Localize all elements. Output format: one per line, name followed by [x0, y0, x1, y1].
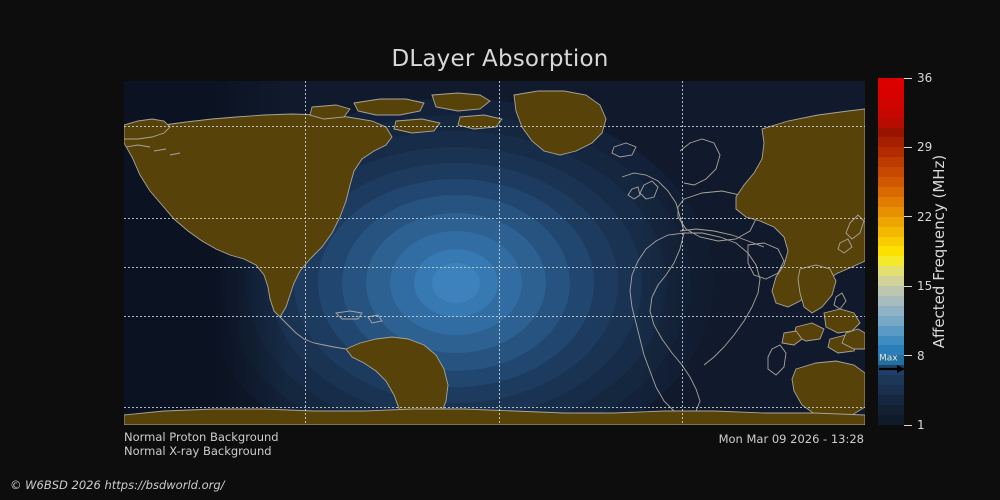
gridline-lat-0	[124, 126, 865, 127]
tick-dash	[904, 424, 912, 426]
tick-label: 1	[917, 418, 925, 432]
tick-dash	[904, 285, 912, 287]
timestamp: Mon Mar 09 2026 - 13:28	[718, 432, 864, 446]
max-marker-arrow-icon	[879, 364, 905, 373]
colorbar-step-28	[878, 137, 904, 148]
absorption-contour-10	[432, 263, 480, 303]
colorbar-step-13	[878, 286, 904, 296]
colorbar-step-15	[878, 266, 904, 277]
graticule-layer	[124, 81, 865, 425]
colorbar-step-33	[878, 87, 904, 98]
max-marker-label: Max	[879, 353, 898, 364]
gridline-lon-2	[682, 81, 683, 425]
colorbar-tick-1: 1	[904, 419, 925, 431]
colorbar-step-29	[878, 127, 904, 138]
colorbar-step-11	[878, 305, 904, 316]
tick-dash	[904, 355, 912, 357]
colorbar-step-30	[878, 117, 904, 128]
colorbar-step-16	[878, 256, 904, 267]
colorbar-step-18	[878, 236, 904, 247]
absorption-contour-layer	[124, 81, 865, 425]
tick-label: 29	[917, 140, 933, 155]
colorbar-step-10	[878, 315, 904, 326]
colorbar-tick-8: 8	[904, 350, 925, 362]
status-xray-background: Normal X-ray Background	[124, 444, 272, 458]
colorbar-step-1	[878, 404, 904, 415]
gridline-lat-1	[124, 218, 865, 219]
colorbar-tick-29: 29	[904, 141, 932, 153]
tick-dash	[904, 216, 912, 218]
colorbar-step-6	[878, 355, 904, 366]
colorbar-step-0	[878, 414, 904, 425]
colorbar-step-34	[878, 78, 904, 88]
tick-label: 36	[917, 71, 933, 85]
colorbar-tick-22: 22	[904, 211, 932, 223]
tick-dash	[904, 77, 912, 79]
colorbar-step-4	[878, 375, 904, 386]
colorbar-step-3	[878, 385, 904, 395]
colorbar-step-9	[878, 325, 904, 336]
colorbar-ticks: 1 8 15 22 29 36	[904, 72, 984, 431]
colorbar-tick-36: 36	[904, 72, 932, 84]
copyright-notice: © W6BSD 2026 https://bsdworld.org/	[10, 478, 225, 492]
colorbar-step-7	[878, 345, 904, 356]
colorbar-step-20	[878, 216, 904, 227]
gridline-lat-4	[124, 407, 865, 408]
colorbar-step-25	[878, 167, 904, 178]
colorbar[interactable]: Max	[878, 78, 905, 425]
colorbar-step-23	[878, 186, 904, 197]
gridline-lon-0	[305, 81, 306, 425]
tick-label: 15	[917, 279, 933, 294]
colorbar-gradient	[878, 78, 904, 425]
colorbar-step-31	[878, 107, 904, 118]
colorbar-step-12	[878, 295, 904, 306]
gridline-lat-3	[124, 316, 865, 317]
colorbar-step-22	[878, 196, 904, 207]
colorbar-step-32	[878, 97, 904, 108]
colorbar-axis-label: Affected Frequency (MHz)	[930, 154, 948, 349]
colorbar-step-24	[878, 177, 904, 187]
colorbar-step-19	[878, 226, 904, 237]
gridline-lon-1	[499, 81, 500, 425]
colorbar-step-26	[878, 157, 904, 168]
status-proton-background: Normal Proton Background	[124, 430, 279, 444]
colorbar-step-2	[878, 395, 904, 405]
world-map[interactable]	[124, 81, 865, 425]
gridline-lat-2	[124, 267, 865, 268]
colorbar-step-17	[878, 246, 904, 257]
max-absorption-marker: Max	[878, 354, 908, 373]
colorbar-tick-15: 15	[904, 280, 932, 292]
colorbar-step-8	[878, 335, 904, 346]
map-layers	[124, 81, 865, 425]
colorbar-step-21	[878, 206, 904, 217]
colorbar-step-14	[878, 276, 904, 287]
tick-label: 8	[917, 348, 925, 363]
tick-dash	[904, 146, 912, 148]
tick-label: 22	[917, 209, 933, 224]
colorbar-step-5	[878, 365, 904, 376]
page-title: DLayer Absorption	[391, 46, 609, 72]
colorbar-step-27	[878, 147, 904, 158]
landmass-layer	[124, 81, 865, 425]
